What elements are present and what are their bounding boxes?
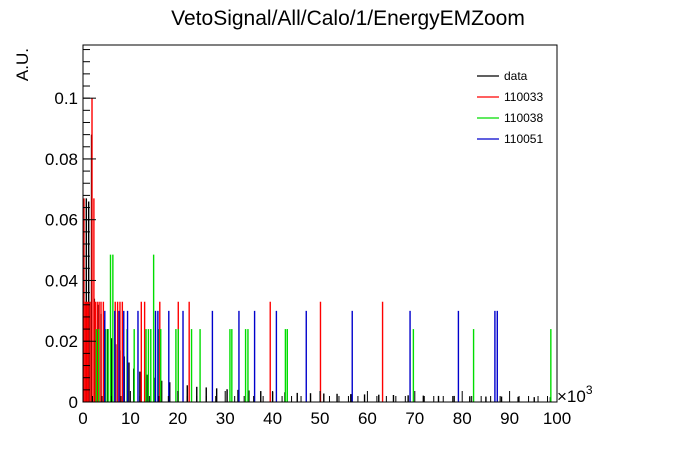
y-axis: 0 0.02 0.04 0.06 0.08 0.1	[45, 49, 96, 412]
y-tick-label-2: 0.04	[45, 271, 78, 290]
x-tick-label-6: 60	[358, 409, 377, 428]
y-tick-label-3: 0.06	[45, 211, 78, 230]
x-tick-label-0: 0	[78, 409, 87, 428]
x-tick-label-8: 80	[453, 409, 472, 428]
x-tick-label-7: 70	[405, 409, 424, 428]
y-tick-label-1: 0.02	[45, 332, 78, 351]
x-tick-label-2: 20	[168, 409, 187, 428]
x-tick-label-4: 40	[263, 409, 282, 428]
legend-label-110038: 110038	[504, 111, 543, 125]
x-axis-multiplier: ×103	[557, 383, 593, 406]
legend: data 110033 110038 110051	[477, 69, 543, 146]
chart-title: VetoSignal/All/Calo/1/EnergyEMZoom	[171, 7, 525, 30]
legend-label-110033: 110033	[504, 90, 543, 104]
x-axis: 0 10 20 30 40 50 60 70 80 90 100	[78, 391, 571, 428]
y-tick-label-4: 0.08	[45, 150, 78, 169]
y-tick-label-5: 0.1	[54, 89, 78, 108]
plot-area	[83, 98, 552, 402]
y-axis-label: A.U.	[13, 48, 32, 81]
x-tick-label-9: 90	[500, 409, 519, 428]
x-tick-label-1: 10	[121, 409, 140, 428]
x-tick-label-3: 30	[216, 409, 235, 428]
x-tick-label-5: 50	[311, 409, 330, 428]
legend-label-110051: 110051	[504, 132, 543, 146]
legend-label-data: data	[504, 69, 528, 83]
y-tick-label-0: 0	[69, 393, 78, 412]
x-tick-label-10: 100	[543, 409, 571, 428]
